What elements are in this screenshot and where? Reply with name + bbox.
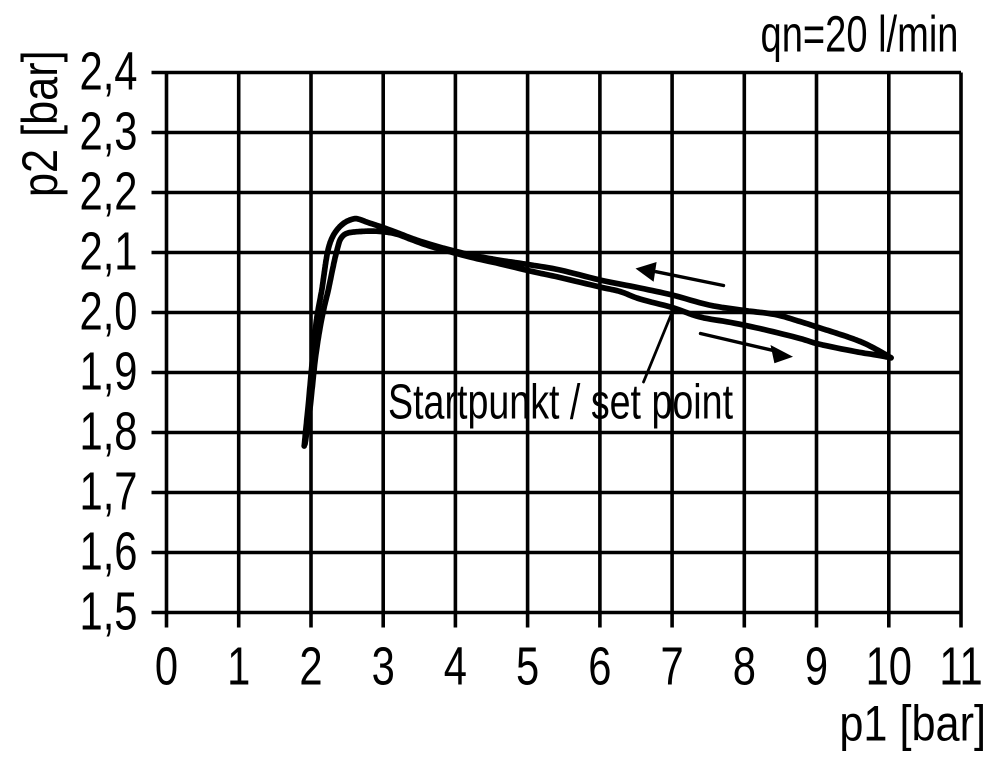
- svg-text:qn=20 l/min: qn=20 l/min: [761, 5, 959, 63]
- svg-text:9: 9: [805, 638, 828, 697]
- svg-text:1,6: 1,6: [79, 523, 137, 582]
- svg-text:1,9: 1,9: [79, 343, 137, 402]
- svg-text:11: 11: [939, 638, 982, 697]
- svg-text:6: 6: [588, 638, 611, 697]
- svg-text:4: 4: [444, 638, 467, 697]
- svg-text:p2 [bar]: p2 [bar]: [12, 50, 68, 197]
- svg-text:5: 5: [516, 638, 539, 697]
- svg-text:2,4: 2,4: [79, 43, 137, 102]
- svg-text:2,1: 2,1: [79, 223, 137, 282]
- svg-text:1,5: 1,5: [79, 583, 137, 642]
- svg-text:2,0: 2,0: [79, 283, 137, 342]
- svg-text:2,3: 2,3: [79, 103, 137, 162]
- svg-text:2,2: 2,2: [79, 163, 137, 222]
- svg-text:2: 2: [299, 638, 322, 697]
- svg-text:7: 7: [660, 638, 683, 697]
- svg-text:1: 1: [227, 638, 250, 697]
- svg-text:Startpunkt / set point: Startpunkt / set point: [388, 375, 733, 430]
- svg-text:10: 10: [866, 638, 912, 697]
- svg-text:1,7: 1,7: [79, 463, 137, 522]
- svg-text:1,8: 1,8: [79, 403, 137, 462]
- svg-text:p1 [bar]: p1 [bar]: [839, 696, 986, 752]
- svg-text:3: 3: [372, 638, 395, 697]
- svg-text:0: 0: [155, 638, 178, 697]
- svg-text:8: 8: [733, 638, 756, 697]
